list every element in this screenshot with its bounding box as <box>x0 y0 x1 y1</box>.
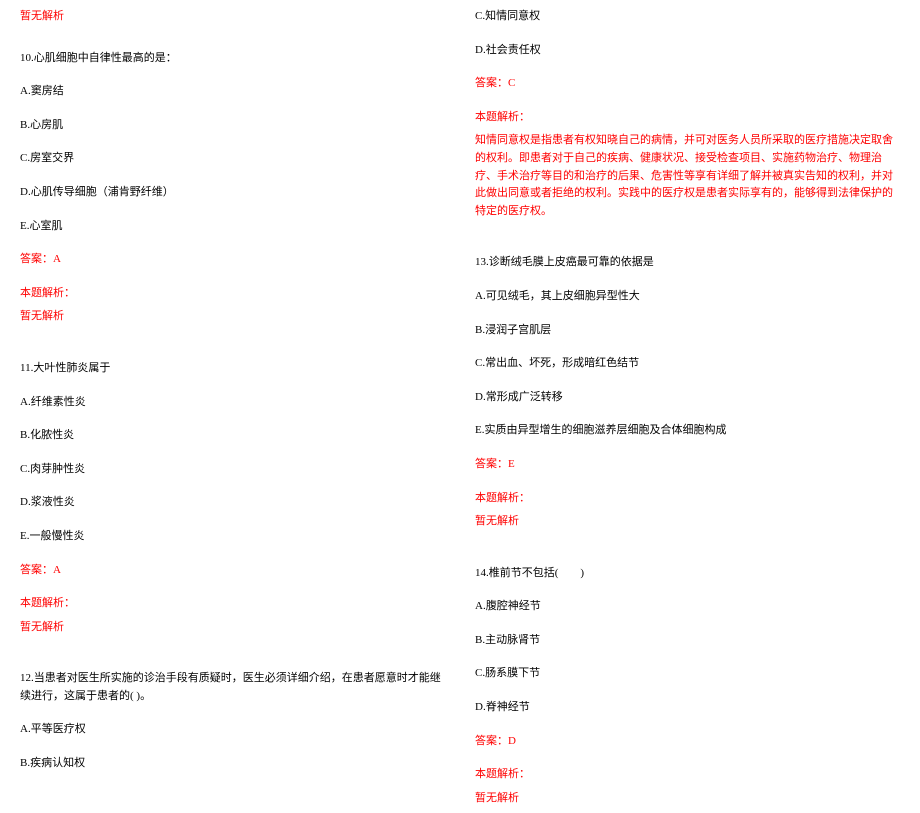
q13-opt-a: A.可见绒毛，其上皮细胞异型性大 <box>475 288 900 306</box>
q13-opt-d: D.常形成广泛转移 <box>475 389 900 407</box>
two-column-layout: 暂无解析 10.心肌细胞中自律性最高的是： A.窦房结 B.心房肌 C.房室交界… <box>20 8 900 813</box>
q14-opt-a: A.腹腔神经节 <box>475 598 900 616</box>
q14-title: 14.椎前节不包括( ) <box>475 565 900 583</box>
q13-title: 13.诊断绒毛膜上皮癌最可靠的依据是 <box>475 254 900 272</box>
q10-opt-a: A.窦房结 <box>20 83 445 101</box>
q14-answer: 答案：D <box>475 733 900 751</box>
q10-answer: 答案：A <box>20 251 445 269</box>
q13-answer: 答案：E <box>475 456 900 474</box>
q11-answer: 答案：A <box>20 562 445 580</box>
q14-opt-d: D.脊神经节 <box>475 699 900 717</box>
q12-title: 12.当患者对医生所实施的诊治手段有质疑时，医生必须详细介绍，在患者愿意时才能继… <box>20 670 445 705</box>
q12-analysis-text: 知情同意权是指患者有权知晓自己的病情，并可对医务人员所采取的医疗措施决定取舍的权… <box>475 132 900 220</box>
q13-analysis-label: 本题解析： <box>475 490 900 508</box>
q12-analysis-label: 本题解析： <box>475 109 900 127</box>
q14-no-analysis: 暂无解析 <box>475 790 900 808</box>
q10-analysis-label: 本题解析： <box>20 285 445 303</box>
q14-opt-c: C.肠系膜下节 <box>475 665 900 683</box>
q10-opt-b: B.心房肌 <box>20 117 445 135</box>
q13-opt-e: E.实质由异型增生的细胞滋养层细胞及合体细胞构成 <box>475 422 900 440</box>
q11-analysis-label: 本题解析： <box>20 595 445 613</box>
no-analysis-text: 暂无解析 <box>20 8 445 26</box>
left-column: 暂无解析 10.心肌细胞中自律性最高的是： A.窦房结 B.心房肌 C.房室交界… <box>20 8 445 813</box>
q13-opt-b: B.浸润子宫肌层 <box>475 322 900 340</box>
q10-opt-e: E.心室肌 <box>20 218 445 236</box>
q12-answer: 答案：C <box>475 75 900 93</box>
q11-opt-a: A.纤维素性炎 <box>20 394 445 412</box>
q12-opt-a: A.平等医疗权 <box>20 721 445 739</box>
q10-no-analysis: 暂无解析 <box>20 308 445 326</box>
right-column: C.知情同意权 D.社会责任权 答案：C 本题解析： 知情同意权是指患者有权知晓… <box>475 8 900 813</box>
q14-analysis-label: 本题解析： <box>475 766 900 784</box>
q12-opt-b: B.疾病认知权 <box>20 755 445 773</box>
q13-no-analysis: 暂无解析 <box>475 513 900 531</box>
q11-opt-e: E.一般慢性炎 <box>20 528 445 546</box>
q11-opt-b: B.化脓性炎 <box>20 427 445 445</box>
q10-title: 10.心肌细胞中自律性最高的是： <box>20 50 445 68</box>
q11-opt-c: C.肉芽肿性炎 <box>20 461 445 479</box>
q11-opt-d: D.浆液性炎 <box>20 494 445 512</box>
q10-opt-d: D.心肌传导细胞（浦肯野纤维） <box>20 184 445 202</box>
q11-no-analysis: 暂无解析 <box>20 619 445 637</box>
q11-title: 11.大叶性肺炎属于 <box>20 360 445 378</box>
q12-opt-c: C.知情同意权 <box>475 8 900 26</box>
q12-opt-d: D.社会责任权 <box>475 42 900 60</box>
q10-opt-c: C.房室交界 <box>20 150 445 168</box>
q13-opt-c: C.常出血、坏死，形成暗红色结节 <box>475 355 900 373</box>
q14-opt-b: B.主动脉肾节 <box>475 632 900 650</box>
